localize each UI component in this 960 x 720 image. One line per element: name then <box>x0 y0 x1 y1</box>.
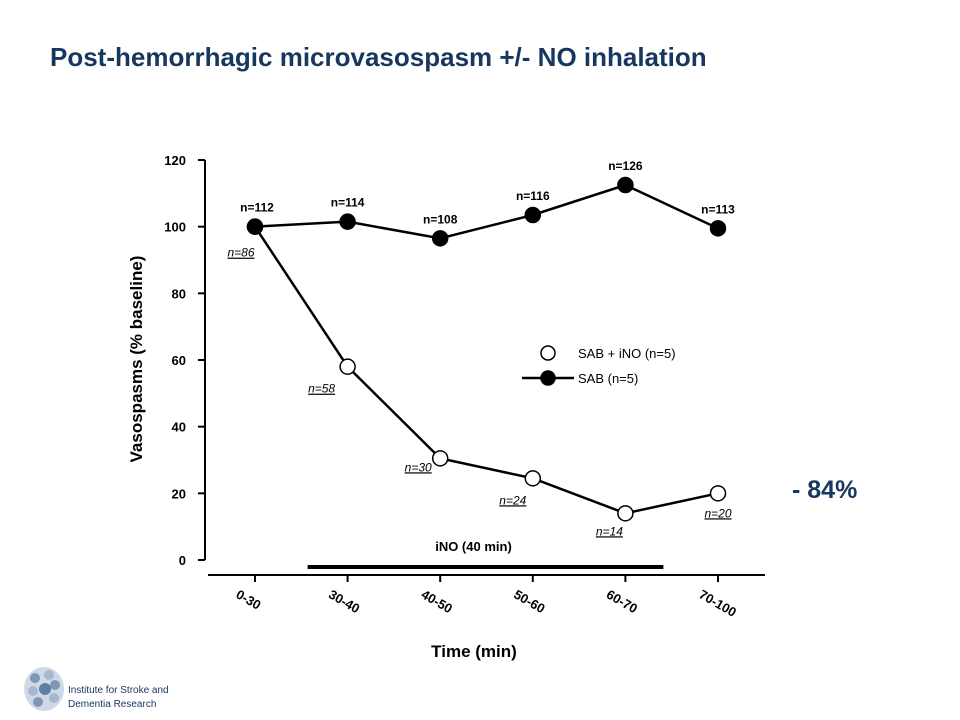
reduction-percent: - 84% <box>792 476 858 504</box>
x-tick-label: 0-30 <box>234 587 264 613</box>
y-tick-label: 100 <box>164 220 186 235</box>
sab-ino-n-label: n=14 <box>596 524 623 538</box>
x-tick-label: 60-70 <box>604 587 640 617</box>
sab-n-label: n=114 <box>331 196 365 210</box>
x-axis-label: Time (min) <box>431 642 517 661</box>
x-tick-label: 70-100 <box>697 587 740 620</box>
ino-duration-label: iNO (40 min) <box>435 539 512 554</box>
y-tick-label: 60 <box>172 353 186 368</box>
y-tick-label: 80 <box>172 286 186 301</box>
series-line <box>253 225 719 515</box>
institute-line-1: Institute for Stroke and <box>68 685 169 696</box>
open-data-point <box>339 358 356 375</box>
y-axis-label: Vasospasms (% baseline) <box>127 256 146 463</box>
legend-item: SAB + iNO (n=5) <box>540 345 676 361</box>
open-data-point <box>431 450 449 467</box>
filled-data-point <box>709 220 727 237</box>
filled-data-point <box>246 218 264 235</box>
filled-data-point <box>617 176 634 194</box>
slide-title: Post-hemorrhagic microvasospasm +/- NO i… <box>50 42 707 72</box>
legend-item: SAB (n=5) <box>522 370 638 386</box>
open-data-point <box>617 505 634 522</box>
ino-annotation: iNO (40 min) <box>307 539 664 569</box>
chart-legend: SAB + iNO (n=5) SAB (n=5) <box>522 345 676 386</box>
x-tick-label: 40-50 <box>419 587 455 617</box>
open-data-point <box>709 485 727 502</box>
series-sab <box>246 176 727 247</box>
sab-ino-n-label: n=24 <box>499 493 526 507</box>
y-tick-label: 120 <box>164 153 186 168</box>
institute-name: Institute for Stroke and Dementia Resear… <box>68 684 169 712</box>
sab-ino-n-label: n=86 <box>227 246 254 260</box>
sab-n-label: n=113 <box>701 202 735 216</box>
legend-label: SAB (n=5) <box>578 371 638 386</box>
y-tick-labels: 0 20 40 60 80 100 120 <box>164 153 186 568</box>
y-tick-label: 20 <box>172 486 186 501</box>
open-data-point <box>524 470 542 487</box>
sab-n-label: n=126 <box>608 159 643 173</box>
sab-ino-n-label: n=30 <box>405 460 432 474</box>
series-line <box>254 183 719 240</box>
point-labels: n=112 n=114 n=108 n=116 n=126 n=113 n=86 n=58 n=… <box>227 159 735 538</box>
filled-data-point <box>431 230 449 247</box>
sab-ino-n-label: n=20 <box>704 506 731 520</box>
sab-n-label: n=116 <box>516 189 550 203</box>
x-tick-label: 50-60 <box>511 587 547 617</box>
institute-line-2: Dementia Research <box>68 699 157 710</box>
legend-open-marker <box>540 345 556 361</box>
filled-data-point <box>524 206 542 224</box>
y-tick-label: 40 <box>172 420 186 435</box>
x-tick-labels: 0-30 30-40 40-50 50-60 60-70 70-100 <box>234 587 740 620</box>
sab-ino-n-label: n=58 <box>308 382 335 396</box>
legend-label: SAB + iNO (n=5) <box>578 346 676 361</box>
series-sab-ino <box>246 218 727 522</box>
sab-n-label: n=112 <box>240 201 274 215</box>
brain-logo-icon <box>24 667 64 711</box>
chart-series <box>246 176 727 522</box>
x-tick-label: 30-40 <box>326 587 362 617</box>
y-tick-label: 0 <box>179 553 186 568</box>
chart-axes <box>198 159 765 582</box>
legend-filled-marker <box>540 370 556 386</box>
sab-n-label: n=108 <box>423 212 458 226</box>
filled-data-point <box>339 213 356 230</box>
